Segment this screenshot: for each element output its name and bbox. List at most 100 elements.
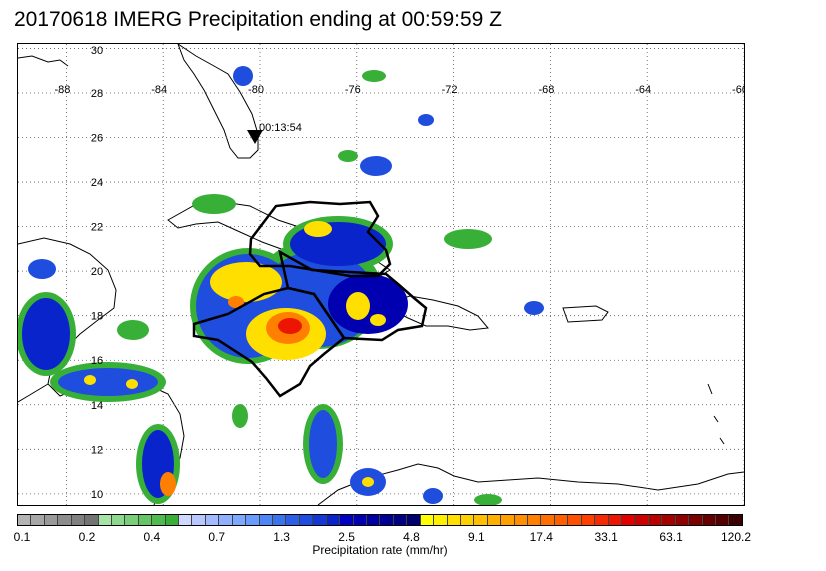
colorbar-cell bbox=[286, 515, 300, 525]
colorbar-tick-label: 0.4 bbox=[143, 530, 161, 544]
longitude-tick-label: -72 bbox=[442, 84, 458, 96]
colorbar-cell bbox=[635, 515, 649, 525]
precip-cell bbox=[233, 66, 253, 86]
latitude-tick-label: 14 bbox=[91, 400, 103, 412]
colorbar-cell bbox=[85, 515, 99, 525]
map-title: 20170618 IMERG Precipitation ending at 0… bbox=[14, 8, 502, 31]
colorbar-cell bbox=[98, 515, 112, 525]
colorbar-cell bbox=[31, 515, 45, 525]
colorbar-cell bbox=[299, 515, 314, 525]
colorbar-cell bbox=[205, 515, 220, 525]
colorbar-tick-label: 2.5 bbox=[338, 530, 355, 544]
precip-cell bbox=[370, 314, 386, 326]
latitude-tick-label: 30 bbox=[91, 45, 103, 57]
precip-cell bbox=[232, 404, 248, 428]
track-marker: 00:13:54 bbox=[247, 122, 302, 144]
colorbar-tick-label: 33.1 bbox=[594, 530, 618, 544]
colorbar-cell bbox=[501, 515, 515, 525]
colorbar-cell bbox=[232, 515, 247, 525]
precip-cell bbox=[444, 229, 492, 249]
colorbar-cell bbox=[179, 515, 193, 525]
region-outline-north bbox=[248, 200, 392, 278]
colorbar-cell bbox=[192, 515, 206, 525]
colorbar-cell bbox=[689, 515, 703, 525]
latitude-tick-label: 10 bbox=[91, 489, 103, 501]
precip-cell bbox=[210, 262, 282, 302]
precip-cell bbox=[423, 488, 443, 504]
precip-cell bbox=[278, 318, 302, 334]
precip-cell bbox=[524, 301, 544, 315]
region-outline-south bbox=[192, 286, 346, 398]
precip-cell bbox=[338, 150, 358, 162]
colorbar-cell bbox=[487, 515, 502, 525]
colorbar-cell bbox=[528, 515, 542, 525]
puerto-rico-coast bbox=[562, 305, 609, 323]
longitude-tick-label: -84 bbox=[151, 84, 167, 96]
colorbar-cell bbox=[44, 515, 59, 525]
south-america-coast bbox=[317, 463, 744, 505]
longitude-tick-label: -60 bbox=[732, 84, 744, 96]
precipitation-map: 00:13:54 -88 -84 -80 -76 -72 -68 -64 -60 30 28 26… bbox=[18, 44, 744, 505]
precip-cell bbox=[228, 296, 244, 308]
longitude-tick-label: -80 bbox=[248, 84, 264, 96]
colorbar-cell bbox=[434, 515, 448, 525]
colorbar-tick-label: 4.8 bbox=[403, 530, 420, 544]
precip-cell bbox=[126, 379, 138, 389]
marker-time-label: 00:13:54 bbox=[259, 122, 302, 134]
colorbar-cell bbox=[138, 515, 153, 525]
colorbar-cell bbox=[702, 515, 716, 525]
colorbar-cell bbox=[541, 515, 555, 525]
latitude-tick-label: 12 bbox=[91, 444, 103, 456]
colorbar-cell bbox=[608, 515, 622, 525]
colorbar-title: Precipitation rate (mm/hr) bbox=[312, 543, 448, 557]
colorbar-cell bbox=[313, 515, 327, 525]
colorbar-tick-label: 120.2 bbox=[720, 530, 752, 544]
longitude-tick-label: -76 bbox=[345, 84, 361, 96]
gulf-coast bbox=[18, 55, 69, 67]
lesser-antilles bbox=[707, 383, 725, 445]
map-panel: 00:13:54 -88 -84 -80 -76 -72 -68 -64 -60 30 28 26… bbox=[17, 43, 745, 506]
precip-cell bbox=[346, 292, 370, 320]
colorbar-cell bbox=[125, 515, 139, 525]
colorbar-cell bbox=[715, 515, 730, 525]
precip-cell bbox=[58, 368, 158, 396]
precip-cell bbox=[474, 494, 502, 505]
longitude-tick-label: -68 bbox=[538, 84, 554, 96]
colorbar-cell bbox=[366, 515, 381, 525]
precip-cell bbox=[309, 410, 337, 478]
colorbar-tick-label: 0.7 bbox=[208, 530, 226, 544]
hispaniola-coast bbox=[389, 295, 489, 331]
latitude-tick-label: 26 bbox=[91, 133, 103, 145]
colorbar-cell bbox=[340, 515, 354, 525]
colorbar-cell bbox=[393, 515, 408, 525]
colorbar-cell bbox=[460, 515, 475, 525]
colorbar-cell bbox=[273, 515, 287, 525]
colorbar-tick-label: 63.1 bbox=[659, 530, 683, 544]
precip-cell bbox=[28, 259, 56, 279]
precip-cell bbox=[304, 221, 332, 237]
precip-cell bbox=[22, 298, 70, 370]
precip-cell bbox=[117, 320, 149, 340]
latitude-tick-label: 28 bbox=[91, 88, 103, 100]
precip-cell bbox=[418, 114, 434, 126]
colorbar-tick-label: 1.3 bbox=[273, 530, 290, 544]
latitude-tick-label: 24 bbox=[91, 177, 103, 189]
precip-cell bbox=[360, 156, 392, 176]
longitude-ticks: -88 -84 -80 -76 -72 -68 -64 -60 bbox=[54, 84, 744, 96]
colorbar-cell bbox=[353, 515, 367, 525]
precip-cell bbox=[192, 194, 236, 214]
colorbar-cell bbox=[259, 515, 274, 525]
latitude-ticks: 30 28 26 24 22 20 18 16 14 12 10 bbox=[91, 45, 103, 501]
colorbar-cell bbox=[111, 515, 126, 525]
latitude-tick-label: 22 bbox=[91, 222, 103, 234]
latitude-tick-label: 20 bbox=[91, 266, 103, 278]
colorbar-cell bbox=[729, 515, 742, 525]
colorbar-cell bbox=[447, 515, 461, 525]
colorbar-cell bbox=[568, 515, 582, 525]
colorbar-cell bbox=[420, 515, 435, 525]
colorbar-cell bbox=[581, 515, 596, 525]
colorbar-cell bbox=[165, 515, 180, 525]
colorbar-cell bbox=[219, 515, 233, 525]
colorbar-cell bbox=[18, 515, 32, 525]
colorbar-cell bbox=[514, 515, 529, 525]
